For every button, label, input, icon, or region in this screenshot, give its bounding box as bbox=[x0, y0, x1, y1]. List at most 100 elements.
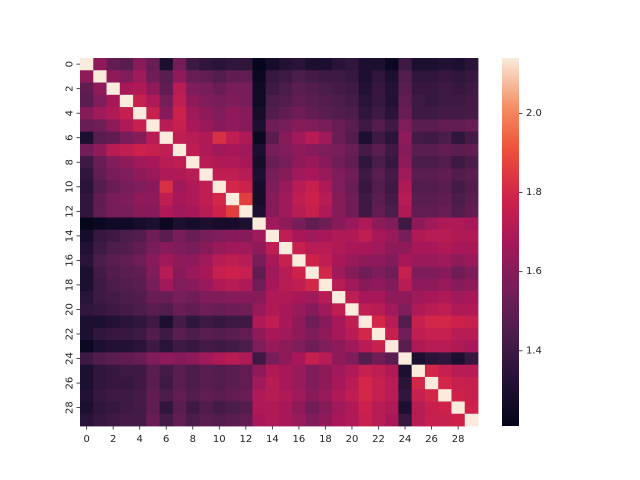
heatmap-cell bbox=[252, 205, 267, 218]
heatmap-cell bbox=[451, 352, 466, 366]
heatmap-cell bbox=[159, 180, 174, 194]
heatmap-cell bbox=[385, 107, 399, 120]
heatmap-cell bbox=[186, 168, 200, 182]
heatmap-cell bbox=[371, 168, 386, 182]
heatmap-cell bbox=[438, 254, 452, 267]
heatmap-cell bbox=[212, 401, 227, 415]
heatmap-cell bbox=[239, 327, 253, 341]
heatmap-cell bbox=[332, 340, 346, 353]
heatmap-cell bbox=[385, 315, 399, 329]
heatmap-cell bbox=[451, 291, 466, 304]
y-tick-label: 24 bbox=[65, 352, 76, 365]
heatmap-cell bbox=[225, 364, 240, 378]
heatmap-cell bbox=[93, 242, 107, 255]
y-tick-label: 18 bbox=[65, 279, 76, 292]
heatmap-cell bbox=[385, 352, 399, 366]
heatmap-cell bbox=[464, 229, 479, 243]
heatmap-cell bbox=[93, 376, 107, 390]
heatmap-cell bbox=[358, 217, 373, 231]
heatmap-cell bbox=[106, 352, 121, 366]
heatmap-cell bbox=[398, 58, 413, 71]
heatmap-cell bbox=[411, 315, 426, 329]
heatmap-cell bbox=[93, 217, 107, 231]
heatmap-cell bbox=[133, 242, 147, 255]
heatmap-cell bbox=[106, 192, 121, 206]
heatmap-cell bbox=[345, 278, 359, 292]
heatmap-cell bbox=[385, 82, 399, 96]
heatmap-cell bbox=[252, 58, 267, 71]
heatmap-cell bbox=[265, 352, 280, 366]
heatmap-cell bbox=[119, 413, 134, 427]
heatmap-cell bbox=[332, 376, 346, 390]
heatmap-cell bbox=[80, 70, 94, 83]
heatmap-cell bbox=[398, 254, 413, 267]
heatmap-cell bbox=[398, 266, 413, 280]
heatmap-cell bbox=[93, 364, 107, 378]
heatmap-cell bbox=[398, 156, 413, 169]
heatmap-cell bbox=[385, 94, 399, 108]
heatmap-cell bbox=[146, 327, 160, 341]
heatmap-cell bbox=[265, 401, 280, 415]
heatmap-cell bbox=[292, 205, 306, 218]
heatmap-cell bbox=[451, 131, 466, 145]
heatmap-cell bbox=[199, 340, 214, 353]
heatmap-cell bbox=[385, 168, 399, 182]
heatmap-cell bbox=[93, 401, 107, 415]
heatmap-cell bbox=[305, 131, 320, 145]
heatmap-cell bbox=[345, 266, 359, 280]
heatmap-cell bbox=[292, 143, 306, 157]
heatmap-cell bbox=[358, 94, 373, 108]
heatmap-cell bbox=[252, 266, 267, 280]
heatmap-cell bbox=[186, 266, 200, 280]
heatmap-cell bbox=[451, 156, 466, 169]
heatmap-cell bbox=[345, 168, 359, 182]
heatmap-cell bbox=[93, 156, 107, 169]
heatmap-cell bbox=[199, 94, 214, 108]
heatmap-cell bbox=[119, 303, 134, 316]
heatmap-cell bbox=[464, 364, 479, 378]
heatmap-cell bbox=[332, 327, 346, 341]
heatmap-cell bbox=[305, 229, 320, 243]
heatmap-cell bbox=[358, 119, 373, 132]
heatmap-cell bbox=[239, 242, 253, 255]
heatmap-cell bbox=[292, 376, 306, 390]
heatmap-cell bbox=[252, 70, 267, 83]
heatmap-cell bbox=[464, 401, 479, 415]
heatmap-cell bbox=[133, 352, 147, 366]
heatmap-cell bbox=[332, 131, 346, 145]
heatmap-cell bbox=[159, 376, 174, 390]
heatmap-cell bbox=[186, 70, 200, 83]
heatmap-cell bbox=[318, 242, 333, 255]
heatmap-cell bbox=[106, 401, 121, 415]
heatmap-cell bbox=[159, 291, 174, 304]
heatmap-cell bbox=[358, 413, 373, 427]
heatmap-cell bbox=[133, 94, 147, 108]
heatmap-cell bbox=[438, 192, 452, 206]
heatmap-cell bbox=[371, 401, 386, 415]
y-tick-label: 4 bbox=[65, 110, 76, 116]
heatmap-cell bbox=[424, 413, 439, 427]
heatmap-cell bbox=[385, 266, 399, 280]
x-tick-label: 8 bbox=[190, 434, 196, 445]
heatmap-cell bbox=[451, 327, 466, 341]
heatmap-cell bbox=[305, 401, 320, 415]
heatmap-cell bbox=[199, 315, 214, 329]
heatmap-cell bbox=[279, 70, 293, 83]
heatmap-cell bbox=[119, 352, 134, 366]
heatmap-cell bbox=[305, 82, 320, 96]
heatmap-cell bbox=[424, 266, 439, 280]
heatmap-cell bbox=[159, 205, 174, 218]
heatmap-cell bbox=[424, 192, 439, 206]
heatmap-cell bbox=[318, 291, 333, 304]
heatmap-cell bbox=[252, 315, 267, 329]
heatmap-cell bbox=[212, 254, 227, 267]
heatmap-cell bbox=[133, 217, 147, 231]
heatmap-cell bbox=[451, 315, 466, 329]
heatmap-cell bbox=[172, 376, 187, 390]
heatmap-cell bbox=[119, 376, 134, 390]
x-tick-label: 12 bbox=[239, 434, 252, 445]
heatmap-cell bbox=[371, 192, 386, 206]
heatmap-cell bbox=[212, 94, 227, 108]
heatmap-cell bbox=[80, 131, 94, 145]
